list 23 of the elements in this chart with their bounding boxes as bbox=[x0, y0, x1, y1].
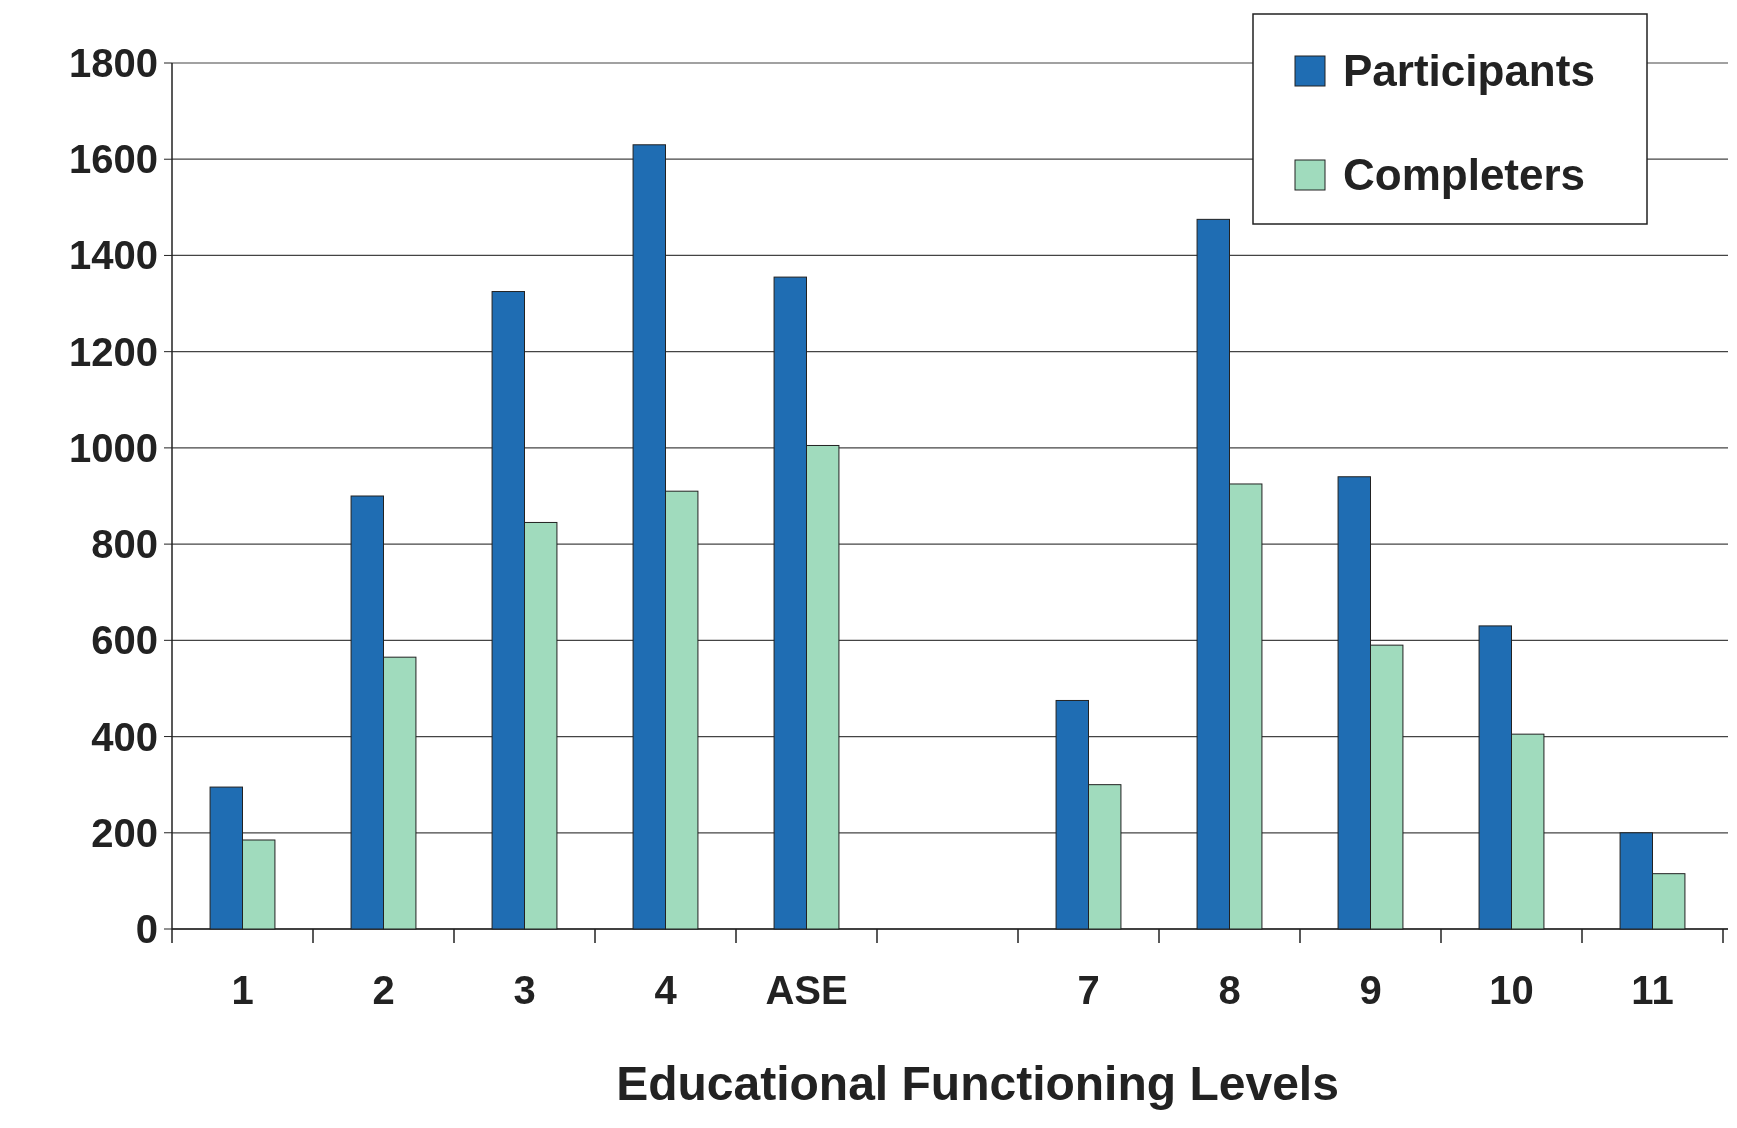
x-tick-label: 3 bbox=[513, 968, 536, 1012]
x-axis-title: Educational Functioning Levels bbox=[616, 1057, 1339, 1110]
y-tick-label: 1400 bbox=[69, 233, 158, 278]
x-tick-label: ASE bbox=[765, 968, 848, 1012]
y-tick-label: 600 bbox=[91, 618, 158, 663]
x-tick-label: 8 bbox=[1218, 968, 1241, 1012]
x-tick-label: 11 bbox=[1631, 968, 1674, 1012]
y-tick-label: 200 bbox=[91, 810, 158, 855]
y-tick-label: 0 bbox=[135, 907, 158, 951]
y-tick-label: 800 bbox=[91, 522, 158, 567]
x-tick-label: 4 bbox=[654, 968, 678, 1012]
y-tick-label: 1000 bbox=[69, 425, 158, 470]
legend-label: Participants bbox=[1343, 46, 1595, 96]
x-tick-label: 2 bbox=[372, 968, 395, 1012]
y-tick-label: 1200 bbox=[69, 329, 158, 374]
y-tick-label: 1600 bbox=[69, 137, 158, 182]
x-tick-label: 1 bbox=[231, 968, 254, 1012]
legend-label: Completers bbox=[1343, 150, 1586, 200]
x-tick-label: 9 bbox=[1359, 968, 1382, 1012]
y-tick-label: 400 bbox=[91, 714, 158, 759]
x-tick-label: 7 bbox=[1077, 968, 1100, 1012]
y-tick-label: 1800 bbox=[69, 41, 158, 85]
x-tick-label: 10 bbox=[1489, 968, 1534, 1012]
